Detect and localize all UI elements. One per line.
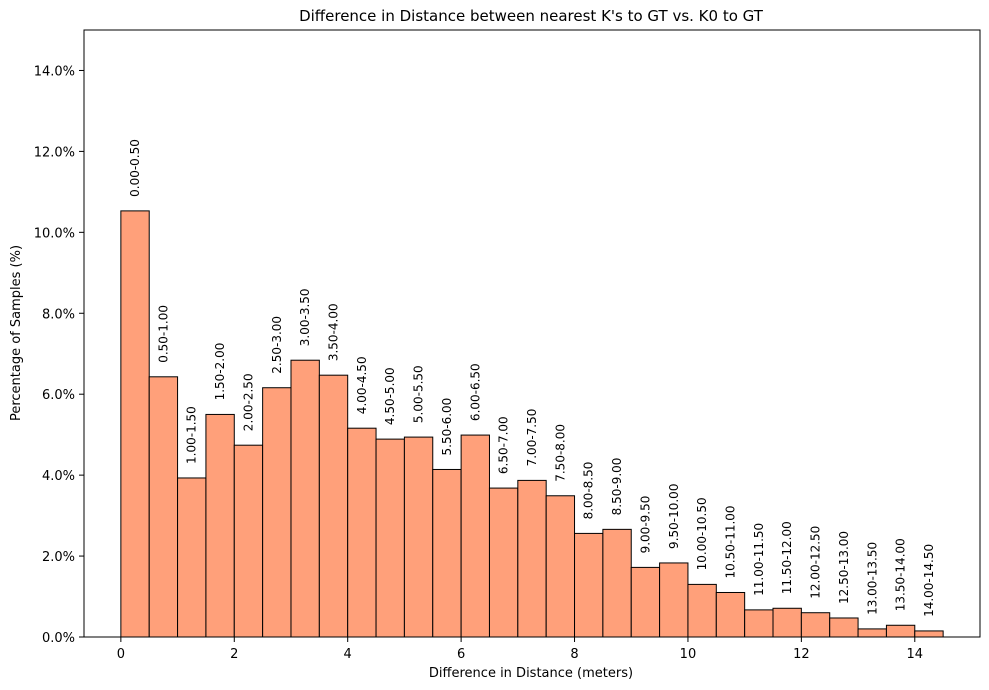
bar-range-label: 10.50-11.00 xyxy=(723,505,737,578)
bar-range-label: 9.00-9.50 xyxy=(638,496,652,554)
y-tick-label: 4.0% xyxy=(42,469,75,484)
y-tick-label: 0.0% xyxy=(42,631,75,646)
histogram-bar xyxy=(318,374,349,638)
x-tick-label: 4 xyxy=(344,647,352,662)
histogram-bar xyxy=(744,609,774,638)
bar-range-label: 12.50-13.00 xyxy=(837,531,851,604)
histogram-bar xyxy=(659,562,689,638)
bar-range-label: 2.00-2.50 xyxy=(241,373,255,431)
histogram-bar xyxy=(120,210,150,638)
bar-range-label: 4.50-5.00 xyxy=(383,367,397,425)
x-tick-label: 0 xyxy=(117,647,125,662)
histogram-bar xyxy=(432,468,462,638)
histogram-bar xyxy=(630,566,661,638)
histogram-bar xyxy=(857,628,887,638)
histogram-bar xyxy=(574,532,604,638)
y-axis-label: Percentage of Samples (%) xyxy=(9,245,24,421)
bar-range-label: 11.00-11.50 xyxy=(752,523,766,596)
bar-range-label: 7.00-7.50 xyxy=(525,409,539,467)
x-tick-label: 6 xyxy=(457,647,465,662)
histogram-bar xyxy=(347,427,377,638)
bar-range-label: 14.00-14.50 xyxy=(922,544,936,617)
y-tick-label: 6.0% xyxy=(42,388,75,403)
histogram-bar xyxy=(177,477,207,638)
y-axis-ticks: 0.0% 2.0% 4.0% 6.0% 8.0% 10.0% 12.0% 14.0% xyxy=(34,64,84,646)
bar-range-label: 3.50-4.00 xyxy=(327,303,341,361)
histogram-bar xyxy=(829,617,859,638)
histogram-bar xyxy=(148,376,179,638)
histogram-bar xyxy=(488,487,519,638)
x-tick-label: 8 xyxy=(570,647,578,662)
histogram-bar xyxy=(375,438,405,638)
y-tick-label: 12.0% xyxy=(34,145,75,160)
bar-range-label: 12.00-12.50 xyxy=(809,526,823,599)
bar-range-label: 13.50-14.00 xyxy=(894,538,908,611)
histogram-bar xyxy=(233,444,264,638)
bar-range-label: 7.50-8.00 xyxy=(553,424,567,482)
histogram-bar xyxy=(403,436,434,638)
bar-range-label: 3.00-3.50 xyxy=(298,288,312,346)
bar-range-label: 6.50-7.00 xyxy=(497,416,511,474)
x-tick-label: 10 xyxy=(680,647,697,662)
histogram-bar xyxy=(545,495,576,638)
x-axis-ticks: 0 2 4 6 8 10 12 14 xyxy=(117,637,923,662)
data-labels-group: 0.00-0.50 0.50-1.00 1.00-1.50 1.50-2.00 2.00… xyxy=(128,139,936,617)
bar-range-label: 9.50-10.00 xyxy=(667,484,681,549)
bar-range-label: 2.50-3.00 xyxy=(270,316,284,374)
histogram-bar xyxy=(262,387,292,638)
x-tick-label: 14 xyxy=(907,647,924,662)
histogram-bar xyxy=(460,434,490,638)
bar-range-label: 8.50-9.00 xyxy=(610,458,624,516)
histogram-bar xyxy=(290,359,320,638)
bar-range-label: 0.00-0.50 xyxy=(128,139,142,197)
x-tick-label: 12 xyxy=(793,647,810,662)
bars-group xyxy=(120,210,944,638)
bar-range-label: 6.00-6.50 xyxy=(468,363,482,421)
histogram-bar xyxy=(205,413,235,638)
histogram-bar xyxy=(602,528,632,638)
y-tick-label: 14.0% xyxy=(34,64,75,79)
x-tick-label: 2 xyxy=(230,647,238,662)
y-tick-label: 10.0% xyxy=(34,226,75,241)
histogram-bar xyxy=(715,591,746,638)
histogram-bar xyxy=(687,583,717,638)
plot-frame xyxy=(83,29,981,638)
histogram-bar xyxy=(885,624,916,638)
histogram-bar xyxy=(517,479,547,638)
histogram-bar xyxy=(914,630,944,638)
histogram-bar xyxy=(800,612,831,638)
bar-range-label: 10.00-10.50 xyxy=(695,497,709,570)
histogram-bar xyxy=(772,607,802,638)
bar-range-label: 0.50-1.00 xyxy=(156,305,170,363)
y-tick-label: 8.0% xyxy=(42,307,75,322)
bar-range-label: 5.50-6.00 xyxy=(440,398,454,456)
y-tick-label: 2.0% xyxy=(42,550,75,565)
bar-range-label: 11.50-12.00 xyxy=(780,521,794,594)
x-axis-label: Difference in Distance (meters) xyxy=(429,666,633,681)
bar-range-label: 8.00-8.50 xyxy=(582,462,596,520)
bar-range-label: 13.00-13.50 xyxy=(865,542,879,615)
bar-range-label: 1.50-2.00 xyxy=(213,343,227,401)
bar-range-label: 5.00-5.50 xyxy=(412,365,426,423)
chart-title: Difference in Distance between nearest K… xyxy=(299,7,764,25)
bar-range-label: 1.00-1.50 xyxy=(185,406,199,464)
bar-range-label: 4.00-4.50 xyxy=(355,356,369,414)
